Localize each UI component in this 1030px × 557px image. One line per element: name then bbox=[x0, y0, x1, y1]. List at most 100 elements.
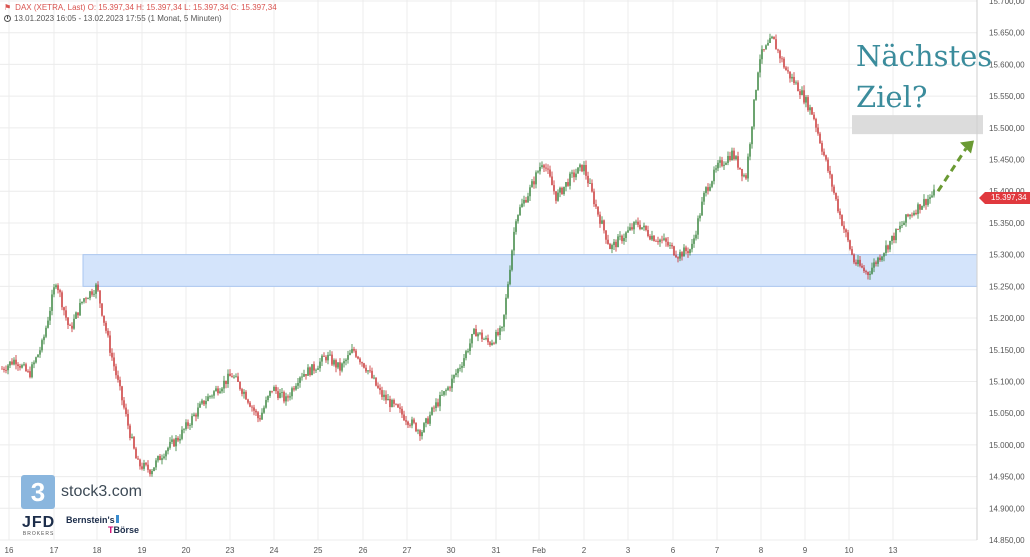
range-text: 13.01.2023 16:05 - 13.02.2023 17:55 (1 M… bbox=[14, 14, 222, 23]
candle-body bbox=[893, 235, 895, 241]
candle-body bbox=[185, 422, 187, 429]
candle-body bbox=[413, 419, 415, 423]
candle-body bbox=[489, 342, 491, 345]
x-tick-label: 3 bbox=[626, 546, 631, 555]
candle-body bbox=[773, 36, 775, 40]
candle-body bbox=[167, 447, 169, 452]
x-tick-label: 8 bbox=[759, 546, 764, 555]
candle-body bbox=[707, 187, 709, 191]
candle-body bbox=[683, 247, 685, 257]
x-tick-label: 17 bbox=[50, 546, 59, 555]
candle-body bbox=[671, 245, 673, 247]
candle-body bbox=[229, 373, 231, 377]
candle-body bbox=[651, 235, 653, 240]
candle-body bbox=[221, 388, 223, 392]
candle-body bbox=[317, 368, 319, 370]
candle-body bbox=[427, 418, 429, 424]
candle-body bbox=[411, 419, 413, 426]
y-tick-label: 15.350,00 bbox=[989, 219, 1025, 228]
candle-body bbox=[417, 430, 419, 432]
candle-body bbox=[625, 232, 627, 239]
candle-body bbox=[11, 361, 13, 365]
candle-body bbox=[155, 460, 157, 468]
candle-body bbox=[595, 204, 597, 207]
y-tick-label: 15.200,00 bbox=[989, 314, 1025, 323]
candle-body bbox=[549, 169, 551, 177]
candle-body bbox=[533, 181, 535, 185]
target-zone bbox=[852, 115, 983, 135]
candle-body bbox=[231, 376, 233, 378]
candle-body bbox=[763, 49, 765, 51]
candle-body bbox=[263, 407, 265, 413]
candle-body bbox=[699, 215, 701, 219]
candle-body bbox=[277, 391, 279, 398]
candle-body bbox=[649, 236, 651, 240]
candle-body bbox=[739, 167, 741, 170]
candle-body bbox=[3, 368, 5, 370]
candle-body bbox=[201, 400, 203, 404]
candle-body bbox=[441, 394, 443, 396]
candle-body bbox=[87, 298, 89, 300]
candle-body bbox=[705, 187, 707, 193]
candle-body bbox=[353, 349, 355, 351]
candle-body bbox=[927, 198, 929, 205]
x-tick-label: 19 bbox=[138, 546, 147, 555]
candle-body bbox=[329, 354, 331, 356]
candle-body bbox=[539, 167, 541, 172]
candle-body bbox=[607, 239, 609, 244]
y-tick-label: 15.650,00 bbox=[989, 29, 1025, 38]
candle-body bbox=[789, 71, 791, 79]
candle-body bbox=[217, 388, 219, 394]
candle-body bbox=[285, 396, 287, 402]
candle-body bbox=[467, 351, 469, 352]
candle-body bbox=[653, 235, 655, 241]
candle-body bbox=[207, 396, 209, 401]
candle-body bbox=[547, 168, 549, 170]
candle-body bbox=[579, 164, 581, 168]
candle-body bbox=[301, 376, 303, 378]
candle-body bbox=[365, 367, 367, 372]
candle-body bbox=[425, 418, 427, 424]
candle-body bbox=[571, 172, 573, 174]
candle-body bbox=[153, 467, 155, 472]
candle-body bbox=[195, 414, 197, 417]
candle-body bbox=[135, 448, 137, 459]
candle-body bbox=[9, 361, 11, 366]
candle-body bbox=[41, 340, 43, 351]
candle-body bbox=[643, 225, 645, 228]
candle-body bbox=[911, 214, 913, 216]
candle-body bbox=[97, 284, 99, 291]
candle-body bbox=[163, 456, 165, 459]
candle-body bbox=[745, 175, 747, 179]
candle-body bbox=[423, 423, 425, 433]
candle-body bbox=[587, 175, 589, 184]
candle-body bbox=[45, 327, 47, 337]
candle-body bbox=[597, 206, 599, 215]
candle-body bbox=[883, 253, 885, 257]
x-tick-label: 23 bbox=[226, 546, 235, 555]
candle-body bbox=[395, 403, 397, 405]
candle-body bbox=[63, 307, 65, 311]
candle-body bbox=[99, 290, 101, 304]
candle-body bbox=[125, 407, 127, 415]
candle-body bbox=[433, 407, 435, 409]
candle-body bbox=[13, 359, 15, 365]
candle-body bbox=[239, 381, 241, 390]
candle-body bbox=[139, 459, 141, 467]
candle-body bbox=[691, 243, 693, 250]
candle-body bbox=[757, 72, 759, 90]
candle-body bbox=[407, 421, 409, 425]
candle-body bbox=[889, 240, 891, 250]
candle-body bbox=[519, 207, 521, 216]
x-tick-label: 10 bbox=[845, 546, 854, 555]
candle-body bbox=[753, 99, 755, 127]
candle-body bbox=[273, 386, 275, 392]
candle-body bbox=[309, 367, 311, 376]
candle-body bbox=[785, 67, 787, 71]
candle-body bbox=[557, 192, 559, 201]
candle-body bbox=[55, 285, 57, 288]
candle-body bbox=[741, 169, 743, 177]
candle-body bbox=[849, 240, 851, 250]
y-tick-label: 15.600,00 bbox=[989, 60, 1025, 69]
